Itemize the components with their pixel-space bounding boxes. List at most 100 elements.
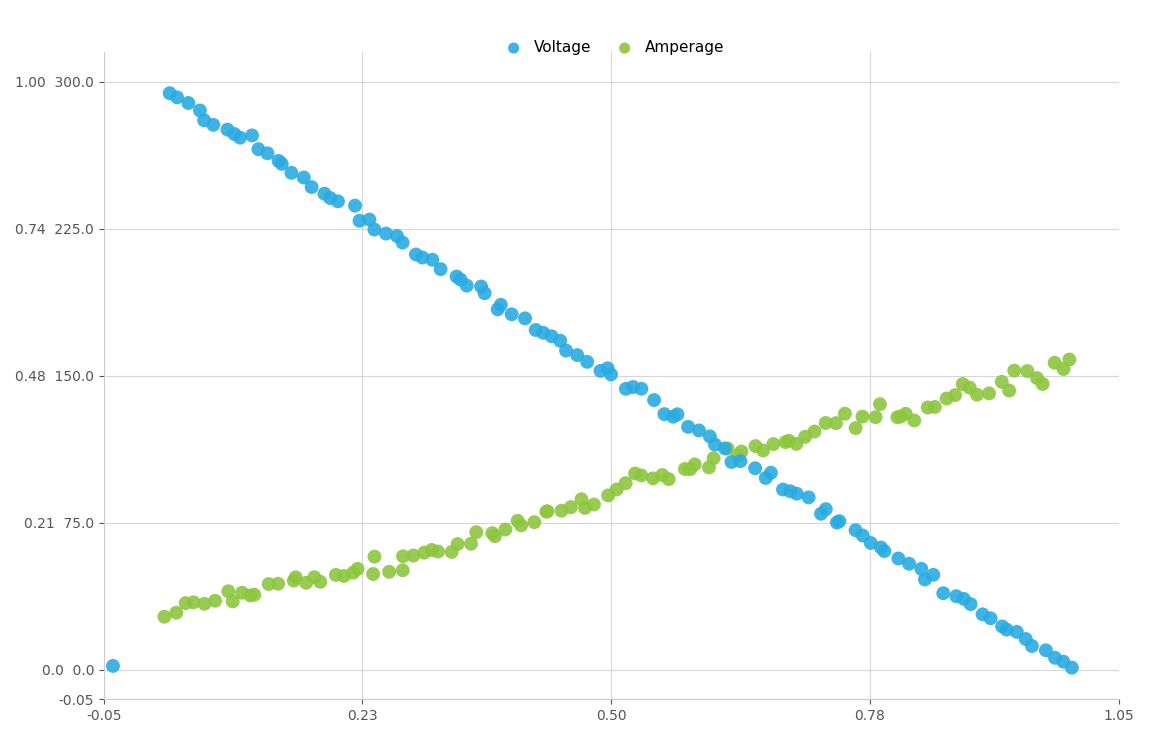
Voltage bbox=[542, 331, 561, 342]
Amperage bbox=[1028, 372, 1047, 384]
Amperage bbox=[1055, 363, 1073, 375]
Amperage bbox=[686, 458, 704, 470]
Voltage bbox=[1017, 633, 1035, 645]
Amperage bbox=[423, 544, 441, 556]
Voltage bbox=[179, 97, 198, 109]
Voltage bbox=[762, 467, 780, 479]
Amperage bbox=[732, 446, 750, 458]
Voltage bbox=[756, 472, 774, 484]
Amperage bbox=[980, 387, 998, 399]
Voltage bbox=[568, 349, 586, 361]
Voltage bbox=[947, 590, 965, 602]
Voltage bbox=[679, 421, 697, 432]
Amperage bbox=[415, 547, 433, 559]
Voltage bbox=[205, 119, 223, 131]
Voltage bbox=[900, 558, 918, 570]
Voltage bbox=[1036, 644, 1055, 656]
Voltage bbox=[161, 87, 179, 99]
Amperage bbox=[260, 578, 278, 590]
Voltage bbox=[602, 368, 620, 380]
Voltage bbox=[872, 542, 890, 554]
Voltage bbox=[407, 249, 425, 261]
Amperage bbox=[888, 411, 907, 423]
Voltage bbox=[817, 503, 835, 515]
Amperage bbox=[585, 499, 603, 511]
Voltage bbox=[632, 383, 650, 395]
Legend: Voltage, Amperage: Voltage, Amperage bbox=[492, 34, 730, 61]
Amperage bbox=[993, 376, 1011, 387]
Voltage bbox=[773, 483, 792, 495]
Amperage bbox=[508, 515, 526, 527]
Amperage bbox=[553, 505, 571, 517]
Amperage bbox=[512, 520, 531, 531]
Voltage bbox=[552, 335, 570, 347]
Voltage bbox=[231, 132, 249, 144]
Voltage bbox=[934, 587, 953, 599]
Amperage bbox=[1000, 384, 1018, 396]
Amperage bbox=[245, 589, 263, 601]
Amperage bbox=[967, 389, 986, 401]
Amperage bbox=[572, 494, 591, 506]
Voltage bbox=[862, 537, 880, 549]
Amperage bbox=[854, 411, 872, 423]
Amperage bbox=[905, 415, 924, 427]
Voltage bbox=[812, 508, 831, 520]
Amperage bbox=[681, 463, 700, 475]
Amperage bbox=[177, 597, 195, 609]
Amperage bbox=[306, 571, 324, 583]
Amperage bbox=[1046, 356, 1064, 368]
Voltage bbox=[578, 356, 596, 368]
Amperage bbox=[462, 538, 480, 550]
Amperage bbox=[918, 401, 936, 413]
Amperage bbox=[676, 463, 694, 475]
Amperage bbox=[805, 426, 824, 438]
Amperage bbox=[233, 587, 252, 599]
Voltage bbox=[1023, 640, 1041, 652]
Voltage bbox=[365, 224, 384, 235]
Voltage bbox=[876, 545, 894, 557]
Voltage bbox=[195, 114, 214, 126]
Amperage bbox=[296, 577, 315, 589]
Amperage bbox=[653, 469, 671, 481]
Voltage bbox=[592, 365, 610, 377]
Voltage bbox=[168, 92, 186, 103]
Voltage bbox=[912, 563, 931, 575]
Amperage bbox=[892, 410, 910, 422]
Voltage bbox=[350, 215, 369, 227]
Voltage bbox=[916, 573, 934, 585]
Voltage bbox=[1063, 662, 1081, 674]
Amperage bbox=[954, 378, 972, 390]
Voltage bbox=[452, 274, 470, 286]
Amperage bbox=[167, 607, 185, 618]
Amperage bbox=[224, 596, 242, 607]
Amperage bbox=[365, 551, 384, 562]
Amperage bbox=[448, 538, 466, 550]
Voltage bbox=[723, 456, 741, 468]
Voltage bbox=[800, 492, 818, 503]
Amperage bbox=[896, 408, 915, 420]
Voltage bbox=[242, 130, 261, 142]
Amperage bbox=[538, 506, 556, 517]
Amperage bbox=[380, 566, 399, 578]
Voltage bbox=[664, 411, 683, 423]
Voltage bbox=[259, 148, 277, 159]
Amperage bbox=[285, 575, 303, 587]
Voltage bbox=[346, 200, 364, 212]
Voltage bbox=[283, 167, 301, 179]
Voltage bbox=[645, 394, 663, 406]
Amperage bbox=[787, 438, 805, 449]
Voltage bbox=[924, 569, 942, 581]
Voltage bbox=[431, 263, 449, 275]
Voltage bbox=[472, 280, 491, 292]
Amperage bbox=[747, 440, 765, 452]
Amperage bbox=[486, 531, 504, 542]
Voltage bbox=[705, 439, 724, 451]
Amperage bbox=[394, 551, 412, 562]
Voltage bbox=[993, 621, 1011, 632]
Point bbox=[103, 660, 122, 672]
Voltage bbox=[457, 280, 476, 292]
Voltage bbox=[302, 181, 321, 193]
Voltage bbox=[249, 143, 268, 155]
Voltage bbox=[624, 381, 642, 393]
Voltage bbox=[1054, 656, 1072, 668]
